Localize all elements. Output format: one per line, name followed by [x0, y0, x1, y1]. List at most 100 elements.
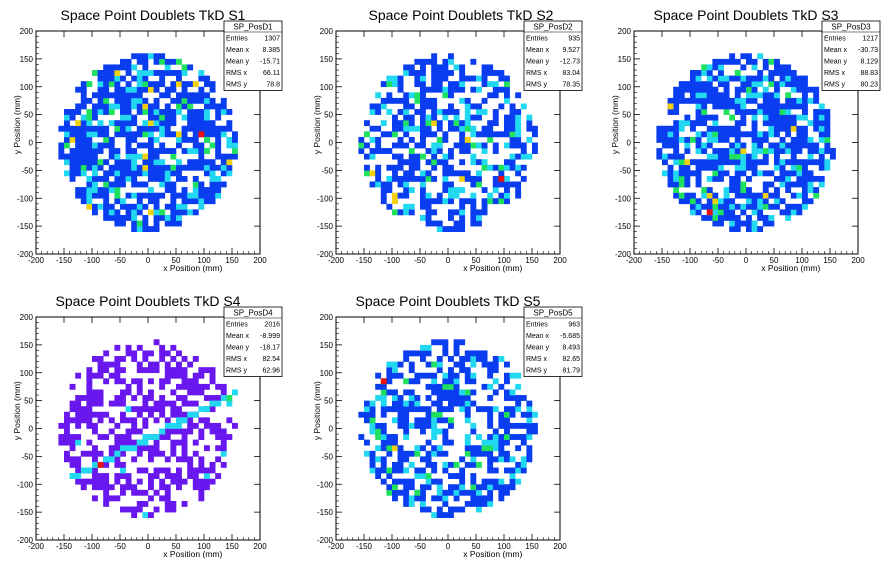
- heatmap-cell: [226, 109, 233, 115]
- stats-value: 82.54: [262, 356, 280, 363]
- heatmap-cell: [656, 131, 663, 138]
- heatmap-cell: [746, 53, 752, 60]
- heatmap-cell: [785, 92, 792, 99]
- heatmap-cell: [476, 142, 482, 149]
- heatmap-cell: [436, 400, 443, 407]
- heatmap-cell: [69, 439, 76, 446]
- heatmap-cell: [204, 473, 210, 479]
- heatmap-cell: [176, 467, 182, 474]
- heatmap-cell: [459, 175, 466, 182]
- heatmap-cell: [136, 203, 143, 210]
- heatmap-cell: [509, 181, 516, 188]
- x-tick-label: -200: [626, 256, 643, 265]
- heatmap-cell: [114, 131, 121, 138]
- heatmap-cell: [442, 372, 449, 379]
- heatmap-cell: [80, 148, 87, 154]
- heatmap-cell: [515, 445, 522, 452]
- x-tick-label: 100: [197, 256, 211, 265]
- heatmap-cell: [386, 181, 393, 188]
- heatmap-cell: [97, 164, 104, 171]
- heatmap-cell: [181, 428, 188, 435]
- heatmap-cell: [802, 203, 808, 210]
- heatmap-cell: [392, 192, 398, 199]
- heatmap-cell: [414, 445, 421, 452]
- stats-box: [821, 20, 881, 91]
- heatmap-cell: [723, 136, 730, 143]
- heatmap-cell: [695, 109, 702, 115]
- heatmap-cell: [120, 378, 126, 385]
- heatmap-cell: [818, 131, 825, 138]
- heatmap-cell: [187, 120, 194, 127]
- heatmap-cell: [420, 473, 426, 479]
- heatmap-cell: [751, 75, 758, 82]
- heatmap-cell: [740, 164, 747, 171]
- heatmap-cell: [170, 153, 177, 160]
- heatmap-cell: [364, 450, 370, 457]
- heatmap-cell: [131, 422, 138, 429]
- heatmap-cell: [97, 434, 104, 440]
- heatmap-cell: [125, 125, 132, 132]
- heatmap-cell: [136, 378, 143, 385]
- heatmap-cell: [762, 170, 769, 177]
- heatmap-cell: [69, 406, 76, 413]
- heatmap-cell: [215, 400, 222, 407]
- heatmap-cell: [386, 148, 393, 154]
- heatmap-cell: [701, 203, 708, 210]
- heatmap-cell: [796, 170, 803, 177]
- heatmap-cell: [375, 445, 382, 452]
- heatmap-cell: [120, 86, 126, 93]
- heatmap-cell: [757, 226, 764, 233]
- heatmap-cell: [181, 97, 188, 104]
- heatmap-cell: [114, 198, 121, 205]
- x-axis-label: x Position (mm): [163, 549, 222, 559]
- heatmap-cell: [498, 484, 505, 491]
- heatmap-cell: [159, 131, 166, 138]
- heatmap-cell: [220, 125, 227, 132]
- heatmap-cell: [498, 86, 505, 93]
- heatmap-cell: [807, 97, 814, 104]
- heatmap-cell: [397, 164, 404, 171]
- heatmap-cell: [448, 512, 454, 519]
- heatmap-cell: [176, 175, 182, 182]
- heatmap-cells: [656, 53, 836, 233]
- heatmap-cell: [215, 187, 222, 193]
- heatmap-cell: [459, 467, 466, 474]
- heatmap-cell: [125, 203, 132, 210]
- heatmap-cell: [464, 109, 471, 115]
- heatmap-cell: [779, 64, 786, 71]
- heatmap-cell: [397, 75, 404, 82]
- heatmap-cell: [448, 148, 454, 154]
- heatmap-cell: [448, 422, 454, 429]
- heatmap-cell: [718, 58, 724, 65]
- heatmap-cell: [448, 187, 454, 193]
- heatmap-cell: [442, 181, 449, 188]
- heatmap-cell: [667, 153, 674, 160]
- heatmap-cell: [86, 389, 93, 396]
- heatmap-cell: [386, 175, 393, 182]
- stats-label: Mean y: [824, 59, 847, 66]
- heatmap-cell: [103, 214, 110, 221]
- heatmap-cell: [481, 159, 488, 166]
- heatmap-cell: [209, 125, 216, 132]
- heatmap-cell: [431, 450, 438, 457]
- heatmap-cell: [164, 214, 171, 221]
- heatmap-cell: [476, 350, 482, 357]
- heatmap-cell: [142, 356, 149, 362]
- heatmap-cell: [181, 198, 188, 205]
- heatmap-cell: [75, 372, 82, 379]
- heatmap-cell: [209, 164, 216, 171]
- heatmap-cell: [142, 58, 149, 65]
- heatmap-cell: [92, 114, 98, 121]
- heatmap-cell: [448, 439, 454, 446]
- heatmap-cell: [358, 434, 365, 440]
- heatmap-cell: [215, 428, 222, 435]
- heatmap-cell: [667, 175, 674, 182]
- heatmap-cell: [75, 400, 82, 407]
- heatmap-cell: [187, 389, 194, 396]
- heatmap-cell: [453, 473, 460, 479]
- heatmap-cell: [684, 97, 691, 104]
- heatmap-cell: [420, 500, 426, 507]
- heatmap-cell: [436, 226, 443, 233]
- heatmap-cell: [125, 439, 132, 446]
- heatmap-cell: [375, 467, 382, 474]
